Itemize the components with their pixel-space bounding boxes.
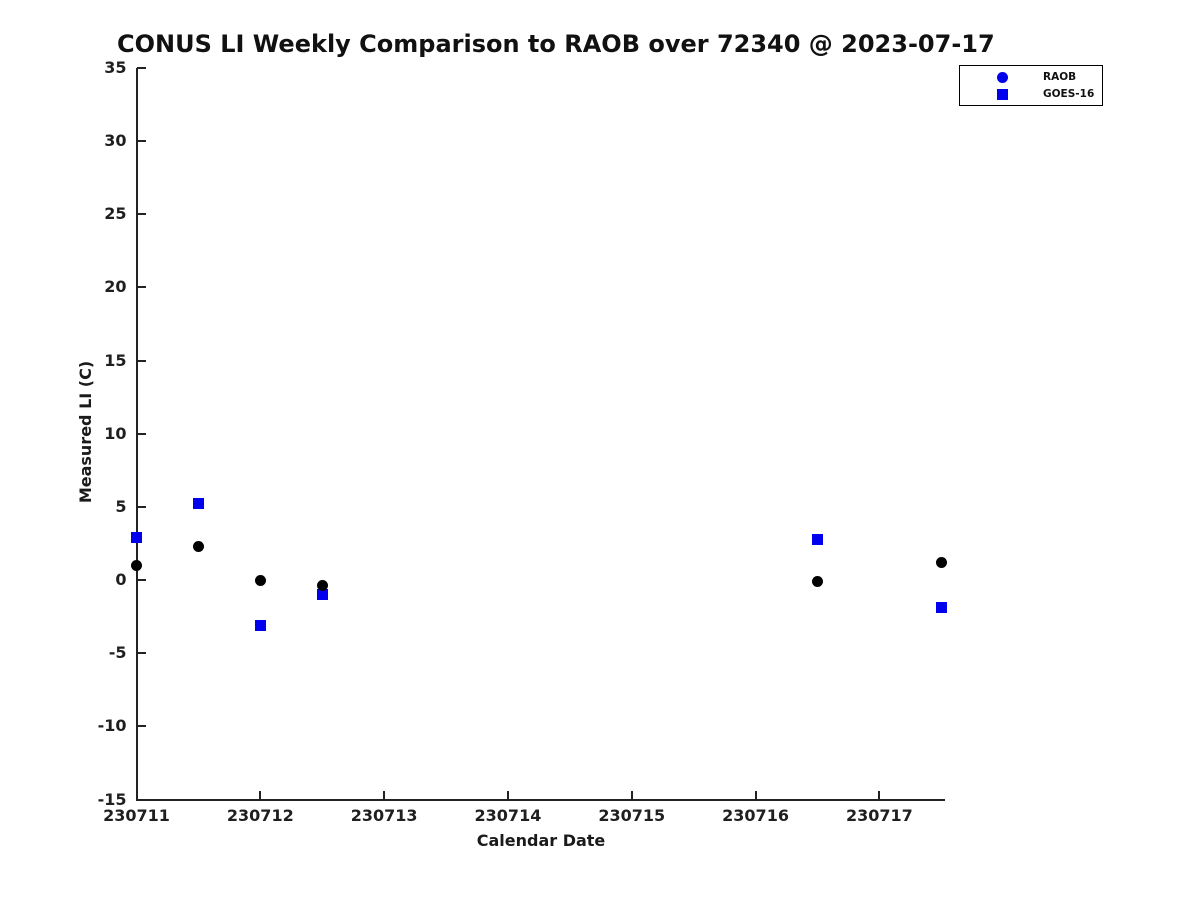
y-tick — [136, 725, 146, 728]
data-point-raob — [935, 556, 947, 568]
x-tick-label: 230715 — [598, 805, 666, 825]
y-tick-label: -15 — [97, 789, 127, 809]
x-tick-label: 230716 — [722, 805, 789, 825]
data-point-raob — [131, 559, 142, 571]
data-point-goes16 — [131, 532, 142, 544]
y-tick — [136, 359, 146, 362]
data-point-goes16 — [811, 533, 823, 545]
y-tick-label: -10 — [97, 716, 127, 736]
y-tick — [136, 286, 146, 289]
legend-label-goes16: GOES-16 — [1043, 88, 1095, 100]
raob-circle-marker-icon — [997, 72, 1008, 83]
data-point-goes16 — [254, 619, 266, 631]
y-tick-label: 5 — [115, 496, 127, 516]
y-tick — [136, 213, 146, 216]
data-point-raob — [254, 574, 266, 586]
data-point-goes16 — [192, 498, 204, 510]
y-tick — [136, 140, 146, 143]
x-tick — [259, 790, 262, 800]
legend-label-raob: RAOB — [1043, 71, 1077, 83]
x-tick — [506, 790, 509, 800]
x-tick-label: 230717 — [845, 805, 913, 825]
x-tick — [630, 790, 633, 800]
y-tick — [136, 798, 146, 801]
x-axis-line — [135, 798, 945, 801]
data-point-goes16 — [316, 589, 328, 601]
y-tick-label: 25 — [104, 204, 127, 224]
x-tick-label: 230711 — [103, 805, 170, 825]
x-axis-label: Calendar Date — [476, 831, 606, 850]
data-point-raob — [811, 576, 823, 587]
data-point-goes16 — [935, 602, 947, 614]
x-tick — [135, 790, 138, 800]
y-tick — [136, 652, 146, 655]
y-tick-label: 10 — [104, 423, 127, 443]
y-tick-label: 15 — [104, 350, 127, 370]
x-tick-label: 230712 — [226, 805, 294, 825]
goes16-square-marker-icon — [997, 89, 1008, 100]
y-tick — [136, 505, 146, 508]
x-tick-label: 230714 — [474, 805, 542, 825]
data-point-raob — [192, 540, 204, 552]
legend: RAOB GOES-16 — [959, 65, 1103, 106]
x-tick — [383, 790, 386, 800]
y-tick-label: -5 — [108, 643, 127, 663]
y-tick — [136, 67, 146, 69]
y-tick-label: 20 — [104, 277, 127, 297]
y-tick — [136, 579, 146, 582]
y-tick-label: 35 — [104, 58, 127, 77]
y-tick — [136, 432, 146, 435]
x-tick — [754, 790, 757, 800]
data-point-raob — [316, 580, 328, 592]
y-tick-label: 0 — [115, 570, 127, 590]
x-tick — [878, 790, 881, 800]
x-tick-label: 230713 — [350, 805, 418, 825]
chart-title: CONUS LI Weekly Comparison to RAOB over … — [117, 30, 995, 58]
y-tick-label: 30 — [104, 131, 127, 151]
